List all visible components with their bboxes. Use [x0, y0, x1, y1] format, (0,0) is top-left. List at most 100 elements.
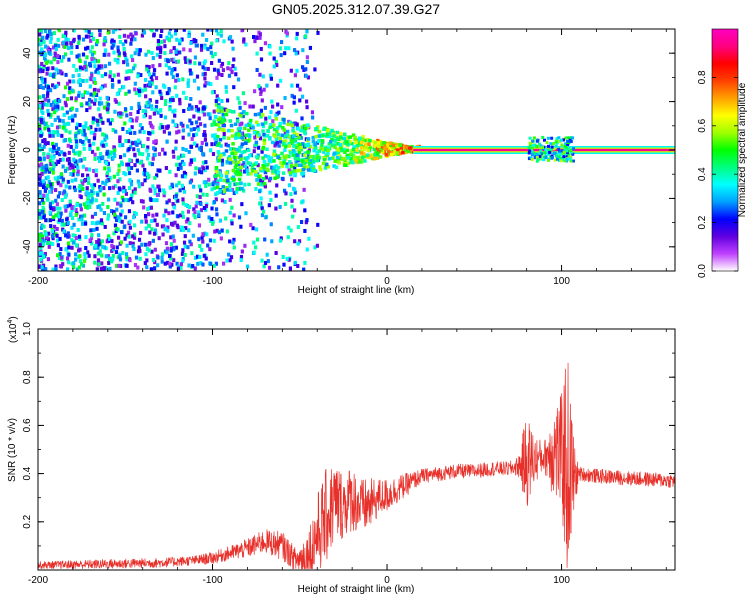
heatmap-cell — [40, 239, 44, 244]
heatmap-cell — [51, 100, 56, 105]
heatmap-cell — [215, 185, 220, 190]
heatmap-cell — [127, 89, 131, 94]
heatmap-cell — [56, 37, 60, 42]
heatmap-cell — [81, 37, 86, 42]
heatmap-cell — [99, 266, 104, 271]
heatmap-cell — [291, 214, 295, 219]
heatmap-cell — [296, 127, 300, 131]
heatmap-cell — [356, 159, 361, 163]
heatmap-cell — [90, 221, 95, 226]
heatmap-cell — [315, 243, 319, 248]
heatmap-cell — [228, 183, 232, 188]
heatmap-cell — [66, 234, 70, 239]
heatmap-cell — [159, 92, 163, 97]
heatmap-cell — [319, 146, 323, 150]
heatmap-cell — [210, 61, 214, 66]
heatmap-cell — [325, 162, 329, 167]
heatmap-cell — [104, 134, 109, 139]
heatmap-cell — [49, 182, 53, 187]
heatmap-cell — [82, 142, 86, 147]
heatmap-cell — [71, 240, 75, 245]
heatmap-cell — [63, 44, 67, 49]
heatmap-cell — [51, 129, 55, 134]
heatmap-cell — [42, 138, 47, 143]
heatmap-cell — [246, 171, 250, 176]
heatmap-cell — [232, 85, 236, 90]
heatmap-cell — [44, 169, 48, 174]
heatmap-cell — [368, 138, 372, 143]
heatmap-cell — [276, 83, 280, 88]
heatmap-cell — [133, 187, 137, 192]
heatmap-cell — [139, 199, 144, 204]
heatmap-cell — [554, 140, 558, 144]
heatmap-cell — [41, 185, 46, 190]
heatmap-cell — [147, 130, 151, 135]
heatmap-cell — [239, 144, 244, 149]
heatmap-cell — [127, 69, 131, 74]
heatmap-cell — [267, 178, 272, 183]
heatmap-cell — [202, 105, 206, 110]
heatmap-cell — [243, 182, 247, 187]
heatmap-cell — [147, 100, 151, 105]
heatmap-cell — [198, 255, 202, 260]
heatmap-cell — [384, 152, 389, 157]
heatmap-cell — [94, 127, 98, 132]
heatmap-cell — [86, 173, 90, 178]
heatmap-cell — [241, 114, 245, 119]
heatmap-cell — [78, 188, 82, 193]
heatmap-cell — [293, 260, 297, 265]
heatmap-cell — [225, 98, 230, 103]
heatmap-cell — [113, 109, 117, 114]
heatmap-cell — [50, 242, 55, 247]
heatmap-cell — [239, 258, 243, 263]
heatmap-cell — [345, 141, 349, 146]
heatmap-cell — [219, 173, 224, 178]
heatmap-cell — [136, 179, 140, 184]
heatmap-cell — [178, 213, 183, 218]
heatmap-cell — [113, 184, 117, 189]
heatmap-cell — [271, 140, 275, 145]
heatmap-cell — [196, 125, 200, 130]
heatmap-cell — [92, 76, 97, 81]
heatmap-cell — [142, 30, 147, 35]
heatmap-cell — [132, 235, 137, 240]
heatmap-cell — [188, 103, 192, 108]
heatmap-cell — [198, 61, 202, 66]
heatmap-cell — [96, 146, 100, 151]
heatmap-cell — [128, 258, 132, 263]
heatmap-cell — [143, 261, 147, 266]
heatmap-cell — [47, 112, 51, 117]
heatmap-cell — [294, 108, 298, 113]
heatmap-cell — [89, 125, 93, 130]
heatmap-cell — [126, 139, 131, 144]
heatmap-cell — [272, 127, 277, 132]
heatmap-cell — [131, 141, 135, 146]
heatmap-cell — [227, 61, 231, 66]
heatmap-cell — [313, 146, 318, 151]
heatmap-cell — [113, 57, 117, 62]
heatmap-cell — [83, 60, 87, 65]
heatmap-cell — [282, 188, 287, 193]
heatmap-cell — [279, 161, 283, 165]
heatmap-cell — [180, 225, 184, 230]
heatmap-cell — [97, 251, 101, 256]
heatmap-cell — [380, 150, 385, 154]
heatmap-cell — [222, 39, 226, 44]
heatmap-cell — [244, 133, 248, 137]
heatmap-cell — [145, 258, 149, 263]
heatmap-cell — [274, 113, 278, 118]
heatmap-cell — [199, 170, 204, 175]
heatmap-cell — [292, 100, 296, 105]
heatmap-cell — [56, 60, 60, 65]
heatmap-cell — [189, 158, 193, 163]
heatmap-cell — [159, 45, 163, 50]
heatmap-cell — [82, 146, 86, 151]
heatmap-cell — [233, 165, 238, 169]
heatmap-cell — [61, 119, 65, 124]
heatmap-cell — [149, 104, 154, 109]
heatmap-cell — [42, 224, 46, 229]
snr-y-axis: 0.20.40.60.81.0 — [22, 322, 675, 571]
heatmap-cell — [94, 92, 99, 97]
heatmap-cell — [181, 257, 185, 262]
heatmap-cell — [312, 168, 317, 173]
